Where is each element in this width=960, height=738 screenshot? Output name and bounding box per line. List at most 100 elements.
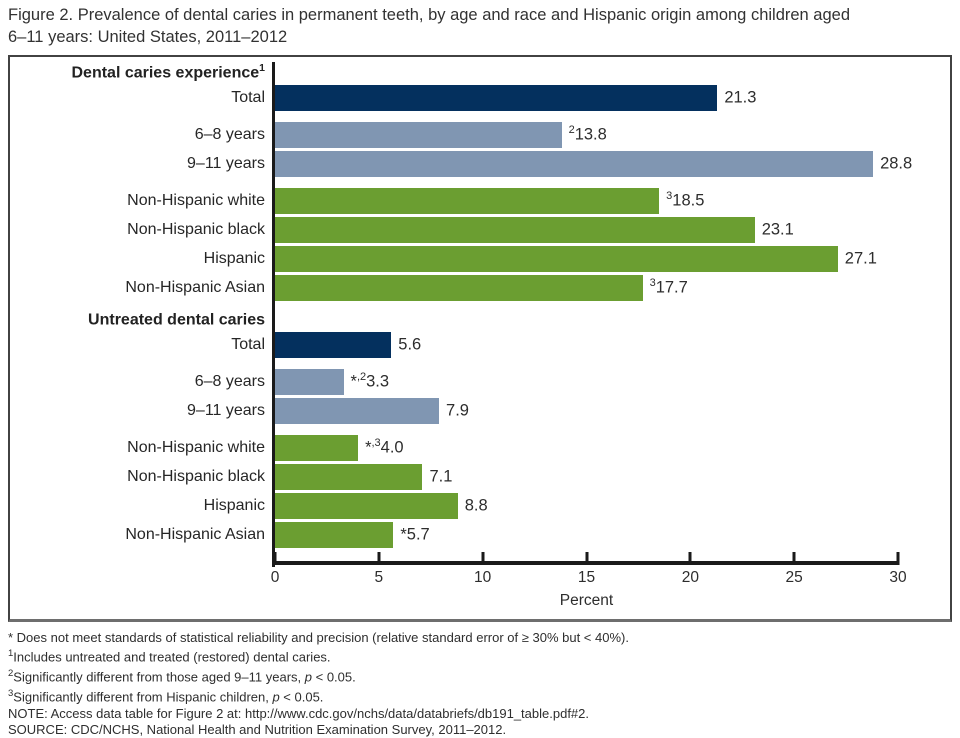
bar-zone: *,34.0 <box>275 435 898 461</box>
chart-frame: Dental caries experience1 Total 21.3 6–8… <box>8 55 952 622</box>
x-axis-tick <box>896 552 900 565</box>
bar-unt-6-8-years <box>275 369 344 395</box>
x-axis <box>273 551 900 565</box>
row-unt-6-8-years: 6–8 years *,23.3 <box>10 369 950 395</box>
row-exp-nh-black: Non-Hispanic black 23.1 <box>10 217 950 243</box>
category-label: 6–8 years <box>194 373 265 390</box>
group-gap <box>10 361 950 369</box>
row-unt-hispanic: Hispanic 8.8 <box>10 493 950 519</box>
footnote-text: < 0.05. <box>279 689 324 705</box>
figure-title-line2: 6–11 years: United States, 2011–2012 <box>8 28 288 47</box>
value-label: 317.7 <box>650 277 688 298</box>
footnote-source: SOURCE: CDC/NCHS, National Health and Nu… <box>8 722 507 738</box>
category-label: Total <box>231 89 265 106</box>
footnote-note: NOTE: Access data table for Figure 2 at:… <box>8 705 590 721</box>
group-gap <box>10 180 950 188</box>
value-label: 7.1 <box>429 466 452 487</box>
value-label: 23.1 <box>762 219 794 240</box>
bar-exp-nh-black <box>275 217 755 243</box>
row-unt-9-11-years: 9–11 years 7.9 <box>10 398 950 424</box>
value-label: *,34.0 <box>365 437 404 458</box>
value-number: 7.1 <box>429 467 453 486</box>
bar-zone: 21.3 <box>275 85 898 111</box>
value-number: 13.8 <box>574 125 607 144</box>
value-star: * <box>400 525 407 544</box>
section-header-row-experience: Dental caries experience1 <box>10 62 950 83</box>
value-label: 5.6 <box>398 334 421 355</box>
figure-title: Figure 2. Prevalence of dental caries in… <box>8 4 938 49</box>
value-sup: ,2 <box>356 370 367 383</box>
bar-unt-nh-white <box>275 435 359 461</box>
bar-zone: 23.1 <box>275 217 898 243</box>
x-tick-label: 5 <box>374 569 384 586</box>
x-tick-label: 30 <box>889 569 907 586</box>
value-label: 21.3 <box>724 87 756 108</box>
footnote-2: 2Significantly different from those aged… <box>8 666 952 686</box>
x-axis-title: Percent <box>559 592 614 609</box>
value-star: * <box>350 372 357 391</box>
section-header-row-untreated: Untreated dental caries <box>10 309 950 330</box>
category-label: 6–8 years <box>194 126 265 143</box>
value-number: 18.5 <box>672 191 705 210</box>
row-exp-hispanic: Hispanic 27.1 <box>10 246 950 272</box>
footnote-3: 3Significantly different from Hispanic c… <box>8 686 952 706</box>
row-exp-total: Total 21.3 <box>10 85 950 111</box>
footnote-text: Significantly different from those aged … <box>13 669 305 685</box>
footnote-italic-p: p <box>304 669 312 685</box>
footnote-text: Includes untreated and treated (restored… <box>13 649 331 665</box>
category-label: Non-Hispanic white <box>127 439 265 456</box>
section-header-untreated: Untreated dental caries <box>10 309 272 329</box>
row-unt-nh-white: Non-Hispanic white *,34.0 <box>10 435 950 461</box>
value-number: 21.3 <box>724 88 757 107</box>
category-label: Non-Hispanic Asian <box>125 526 265 543</box>
footnote-text: Significantly different from Hispanic ch… <box>13 689 273 705</box>
x-axis-tick <box>688 552 692 565</box>
bar-exp-9-11-years <box>275 151 874 177</box>
x-tick-label: 25 <box>785 569 803 586</box>
bar-zone: 27.1 <box>275 246 898 272</box>
bar-zone: 213.8 <box>275 122 898 148</box>
x-axis-tick <box>377 552 381 565</box>
bar-exp-6-8-years <box>275 122 562 148</box>
footnote-1: 1Includes untreated and treated (restore… <box>8 646 952 666</box>
value-label: *5.7 <box>400 524 429 545</box>
x-tick-label: 15 <box>577 569 596 586</box>
section-header-experience: Dental caries experience1 <box>10 62 272 82</box>
category-label: 9–11 years <box>187 155 265 172</box>
figure-title-line1: Figure 2. Prevalence of dental caries in… <box>8 6 851 24</box>
bar-zone: *,23.3 <box>275 369 898 395</box>
value-number: 8.8 <box>464 496 488 515</box>
bar-zone: 7.1 <box>275 464 898 490</box>
bar-zone: 5.6 <box>275 332 898 358</box>
bar-zone: 318.5 <box>275 188 898 214</box>
group-gap <box>10 114 950 122</box>
row-exp-nh-white: Non-Hispanic white 318.5 <box>10 188 950 214</box>
value-label: 27.1 <box>845 248 877 269</box>
value-sup: 3 <box>649 276 656 289</box>
value-number: 3.3 <box>366 372 390 391</box>
bar-exp-nh-white <box>275 188 660 214</box>
value-label: 318.5 <box>666 190 704 211</box>
bar-unt-nh-black <box>275 464 423 490</box>
bar-exp-hispanic <box>275 246 838 272</box>
y-axis-line <box>272 62 275 567</box>
value-number: 4.0 <box>380 438 404 457</box>
value-number: 5.7 <box>406 525 430 544</box>
footnote-sup: 1 <box>8 648 14 660</box>
value-label: 8.8 <box>465 495 488 516</box>
category-label: Non-Hispanic white <box>127 192 265 209</box>
value-sup: 3 <box>666 189 673 202</box>
footnote-text: < 0.05. <box>312 669 356 685</box>
section-header-text: Untreated dental caries <box>88 311 265 329</box>
x-axis-tick <box>273 552 277 565</box>
bar-zone: 7.9 <box>275 398 898 424</box>
row-unt-nh-black: Non-Hispanic black 7.1 <box>10 464 950 490</box>
bar-unt-hispanic <box>275 493 458 519</box>
value-number: 23.1 <box>761 220 794 239</box>
footnote-sup: 3 <box>8 687 14 699</box>
value-number: 28.8 <box>880 154 913 173</box>
x-axis-tick <box>792 552 796 565</box>
category-label: Hispanic <box>203 497 265 514</box>
bar-exp-nh-asian <box>275 275 643 301</box>
